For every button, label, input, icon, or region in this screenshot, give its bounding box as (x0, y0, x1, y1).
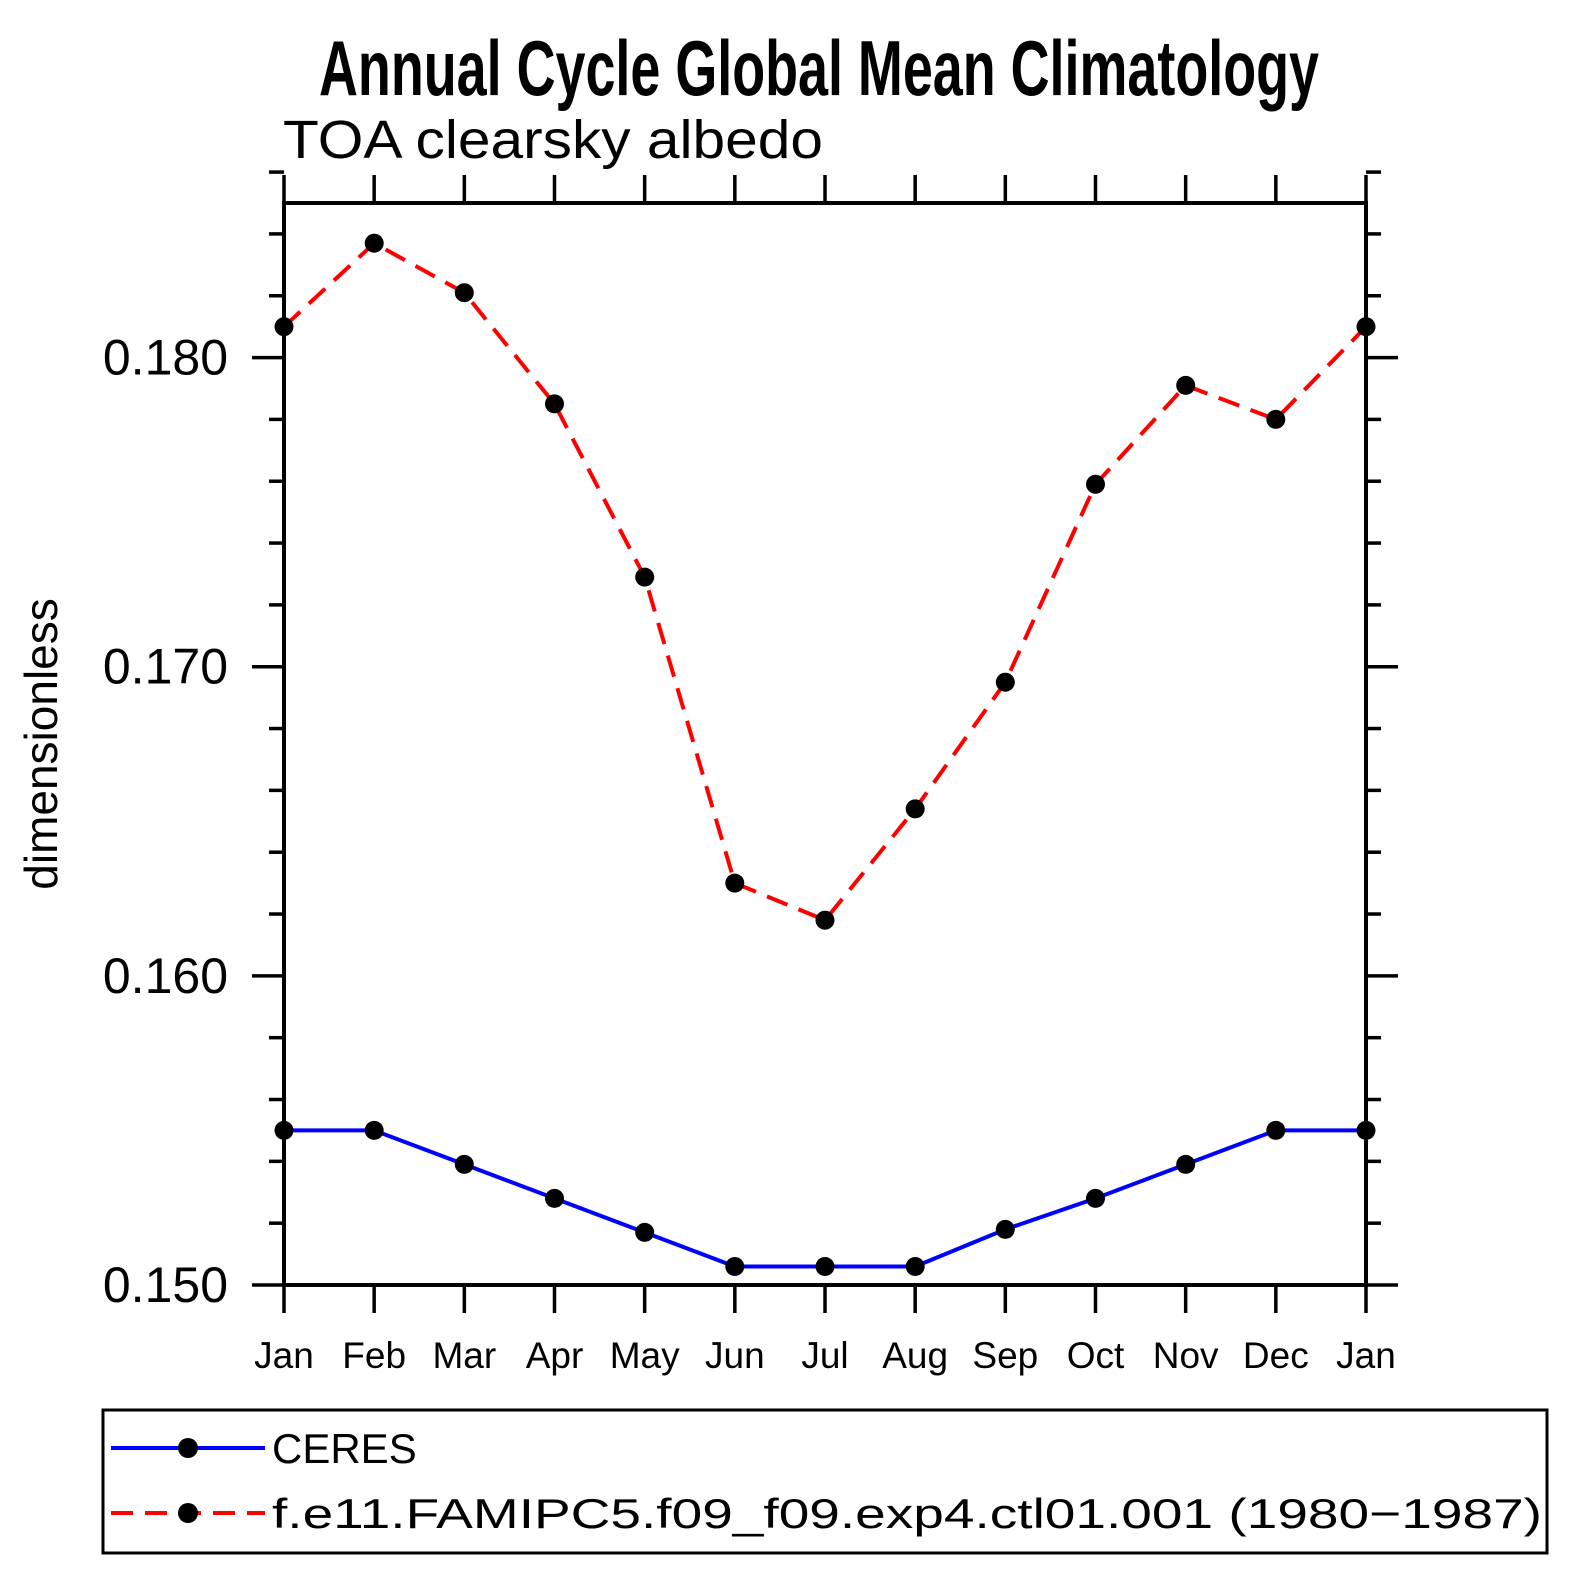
data-point-marker (815, 1257, 835, 1276)
y-tick-label: 0.160 (103, 948, 228, 1004)
series-line-ceres (284, 1128, 1366, 1269)
data-point-marker (1086, 474, 1105, 494)
y-tick-label: 0.150 (103, 1257, 228, 1313)
data-point-marker (635, 1222, 655, 1242)
data-point-marker (1266, 1120, 1286, 1140)
series-line-model (282, 240, 1368, 923)
legend-label-ceres: CERES (272, 1425, 417, 1472)
x-tick-label: Aug (882, 1335, 948, 1376)
legend-entry-ceres: CERES (111, 1425, 417, 1472)
data-point-marker (1086, 1188, 1105, 1208)
x-tick-label: Mar (432, 1335, 496, 1376)
data-point-marker (725, 1257, 745, 1276)
data-point-marker (1356, 1120, 1376, 1140)
x-tick-label: Sep (972, 1335, 1038, 1376)
data-point-marker (454, 1154, 474, 1174)
plot-frame (282, 201, 1368, 1287)
chart-subtitle: TOA clearsky albedo (283, 110, 823, 170)
legend-marker-circle-icon (178, 1503, 198, 1523)
data-point-marker (1266, 409, 1286, 429)
x-tick-label: Apr (526, 1335, 584, 1376)
data-point-marker (725, 873, 745, 893)
x-tick-labels: Jan Feb Mar Apr May Jun Jul Aug Sep Oct Nov Dec Jan (254, 1335, 1396, 1376)
x-tick-label: Oct (1067, 1335, 1125, 1376)
data-point-marker (635, 567, 655, 587)
data-point-marker (364, 233, 384, 253)
x-tick-label: Dec (1243, 1335, 1309, 1376)
data-point-marker (454, 283, 474, 303)
data-point-marker (545, 1188, 564, 1208)
data-point-marker (1176, 375, 1196, 395)
x-tick-label: May (610, 1335, 680, 1376)
x-tick-label: Jan (1336, 1335, 1396, 1376)
x-tick-label: Jul (801, 1335, 848, 1376)
axis-ticks (252, 170, 1398, 1313)
data-series (274, 233, 1376, 1276)
chart-title: Annual Cycle Global Mean Climatology (319, 24, 1319, 112)
data-point-marker (274, 1120, 294, 1140)
legend-marker-circle-icon (178, 1438, 198, 1458)
data-point-marker (274, 317, 294, 337)
data-point-marker (905, 1257, 925, 1276)
x-tick-label: Jan (254, 1335, 314, 1376)
data-point-marker (545, 394, 564, 414)
data-point-marker (995, 1219, 1015, 1239)
legend: CERES f.e11.FAMIPC5.f09_f09.exp4.ctl01.0… (101, 1408, 1549, 1555)
data-point-marker (364, 1120, 384, 1140)
y-tick-label: 0.170 (103, 639, 228, 695)
x-tick-label: Jun (705, 1335, 765, 1376)
legend-box (101, 1408, 1549, 1555)
x-tick-label: Nov (1153, 1335, 1219, 1376)
y-axis-label: dimensionless (15, 598, 67, 889)
legend-label-model: f.e11.FAMIPC5.f09_f09.exp4.ctl01.001 (19… (272, 1490, 1542, 1537)
data-point-marker (905, 799, 925, 819)
legend-entry-model: f.e11.FAMIPC5.f09_f09.exp4.ctl01.001 (19… (111, 1490, 1542, 1537)
data-point-marker (1356, 317, 1376, 337)
y-tick-label: 0.180 (103, 330, 228, 386)
data-point-marker (995, 672, 1015, 692)
data-point-marker (815, 910, 835, 930)
data-point-marker (1176, 1154, 1196, 1174)
y-tick-labels: 0.150 0.160 0.170 0.180 (103, 330, 228, 1313)
x-tick-label: Feb (342, 1335, 406, 1376)
